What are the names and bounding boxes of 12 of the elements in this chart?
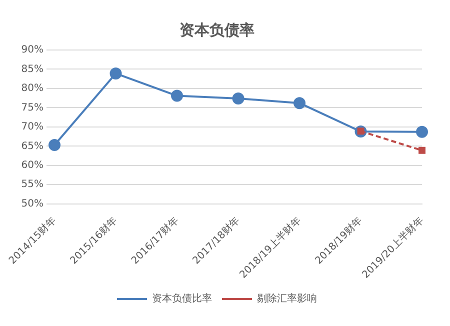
y-tick-label: 90% [21,44,44,56]
chart-title: 资本负债率 [180,20,254,39]
y-tick-label: 50% [21,198,44,210]
y-tick-label: 65% [21,140,44,152]
y-tick-label: 70% [21,122,44,133]
y-tick-label: 80% [21,83,44,94]
y-tick-label: 60% [21,160,44,171]
y-tick-label: 55% [21,179,44,190]
legend-label: 剔除汇率影响 [257,292,317,305]
y-tick-label: 75% [21,102,44,114]
legend-label: 资本负债比率 [152,292,212,305]
y-tick-label: 85% [21,64,44,75]
